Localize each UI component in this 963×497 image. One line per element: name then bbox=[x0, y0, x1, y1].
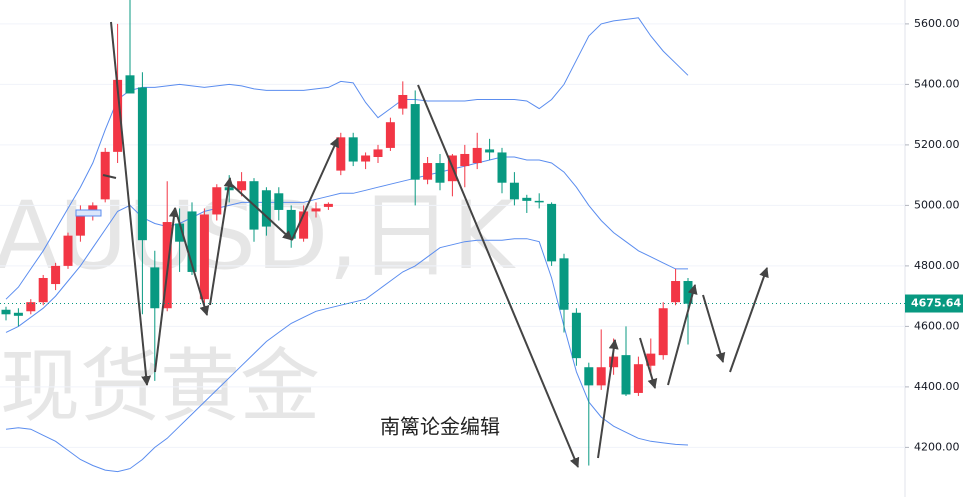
arrow bbox=[702, 294, 726, 363]
candle-body bbox=[534, 200, 544, 203]
price-tag bbox=[905, 294, 963, 313]
candle-body bbox=[237, 181, 247, 191]
candle-body bbox=[609, 356, 619, 368]
candle-body bbox=[658, 308, 668, 356]
candle-body bbox=[323, 203, 333, 207]
arrow bbox=[110, 21, 152, 386]
candle-body bbox=[509, 182, 519, 200]
arrow bbox=[154, 207, 179, 373]
price-label: 4675.64 bbox=[911, 297, 961, 310]
candle-body bbox=[522, 197, 532, 201]
y-tick-label: 5400.00 bbox=[914, 77, 960, 90]
y-tick-label: 5600.00 bbox=[914, 17, 960, 30]
box bbox=[75, 209, 102, 217]
candle-body bbox=[348, 137, 358, 162]
candle-body bbox=[125, 75, 135, 94]
candle-body bbox=[460, 153, 470, 167]
candle-body bbox=[385, 122, 395, 148]
candle-body bbox=[63, 235, 73, 266]
candle-body bbox=[336, 137, 346, 171]
arrow bbox=[231, 184, 293, 241]
arrow bbox=[667, 284, 698, 386]
arrow bbox=[597, 339, 619, 459]
candle-body bbox=[137, 87, 147, 241]
candle-body bbox=[286, 209, 296, 239]
candle-body bbox=[646, 353, 656, 366]
candle-body bbox=[584, 367, 594, 386]
candle-body bbox=[13, 312, 23, 316]
candle-body bbox=[373, 149, 383, 157]
candle-body bbox=[497, 152, 507, 183]
candle-body bbox=[261, 190, 271, 227]
arrow bbox=[417, 84, 580, 468]
mark-line bbox=[102, 174, 117, 179]
candle-body bbox=[38, 277, 48, 303]
arrow bbox=[291, 137, 339, 241]
candle-body bbox=[671, 281, 681, 303]
band-line bbox=[5, 156, 688, 333]
candle-body bbox=[175, 223, 185, 242]
candle-body bbox=[75, 214, 85, 236]
candle-body bbox=[621, 355, 631, 395]
y-tick-label: 5000.00 bbox=[914, 198, 960, 211]
y-tick-label: 5200.00 bbox=[914, 138, 960, 151]
candle-body bbox=[26, 302, 36, 312]
y-tick-label: 4200.00 bbox=[914, 440, 960, 453]
candle-body bbox=[633, 364, 643, 393]
editor-credit: 南篱论金编辑 bbox=[380, 415, 500, 439]
candle-body bbox=[398, 94, 408, 109]
candle-body bbox=[150, 267, 160, 309]
candle-body bbox=[485, 149, 495, 153]
candle-body bbox=[361, 155, 371, 162]
candle-body bbox=[1, 309, 11, 315]
arrow bbox=[209, 177, 234, 306]
y-tick-label: 4600.00 bbox=[914, 319, 960, 332]
analyst-drawings bbox=[75, 21, 769, 468]
candle-body bbox=[51, 265, 61, 285]
candle-body bbox=[274, 193, 284, 210]
candle-body bbox=[472, 147, 482, 164]
arrow bbox=[729, 267, 769, 373]
candle-body bbox=[311, 208, 321, 212]
y-tick-label: 4800.00 bbox=[914, 259, 960, 272]
candle-body bbox=[571, 312, 581, 359]
candle-body bbox=[547, 203, 557, 262]
arrow bbox=[174, 207, 210, 316]
candle-body bbox=[212, 187, 222, 215]
arrow bbox=[639, 337, 658, 389]
band-line bbox=[5, 238, 689, 473]
y-tick-label: 4400.00 bbox=[914, 380, 960, 393]
candle-body bbox=[199, 214, 209, 300]
candle-body bbox=[113, 79, 123, 152]
candle-body bbox=[559, 258, 569, 310]
candle-body bbox=[423, 163, 433, 180]
candle-body bbox=[299, 211, 309, 239]
candle-body bbox=[410, 104, 420, 180]
candle-body bbox=[187, 211, 197, 272]
candle-body bbox=[435, 163, 445, 183]
candle-body bbox=[596, 367, 606, 386]
